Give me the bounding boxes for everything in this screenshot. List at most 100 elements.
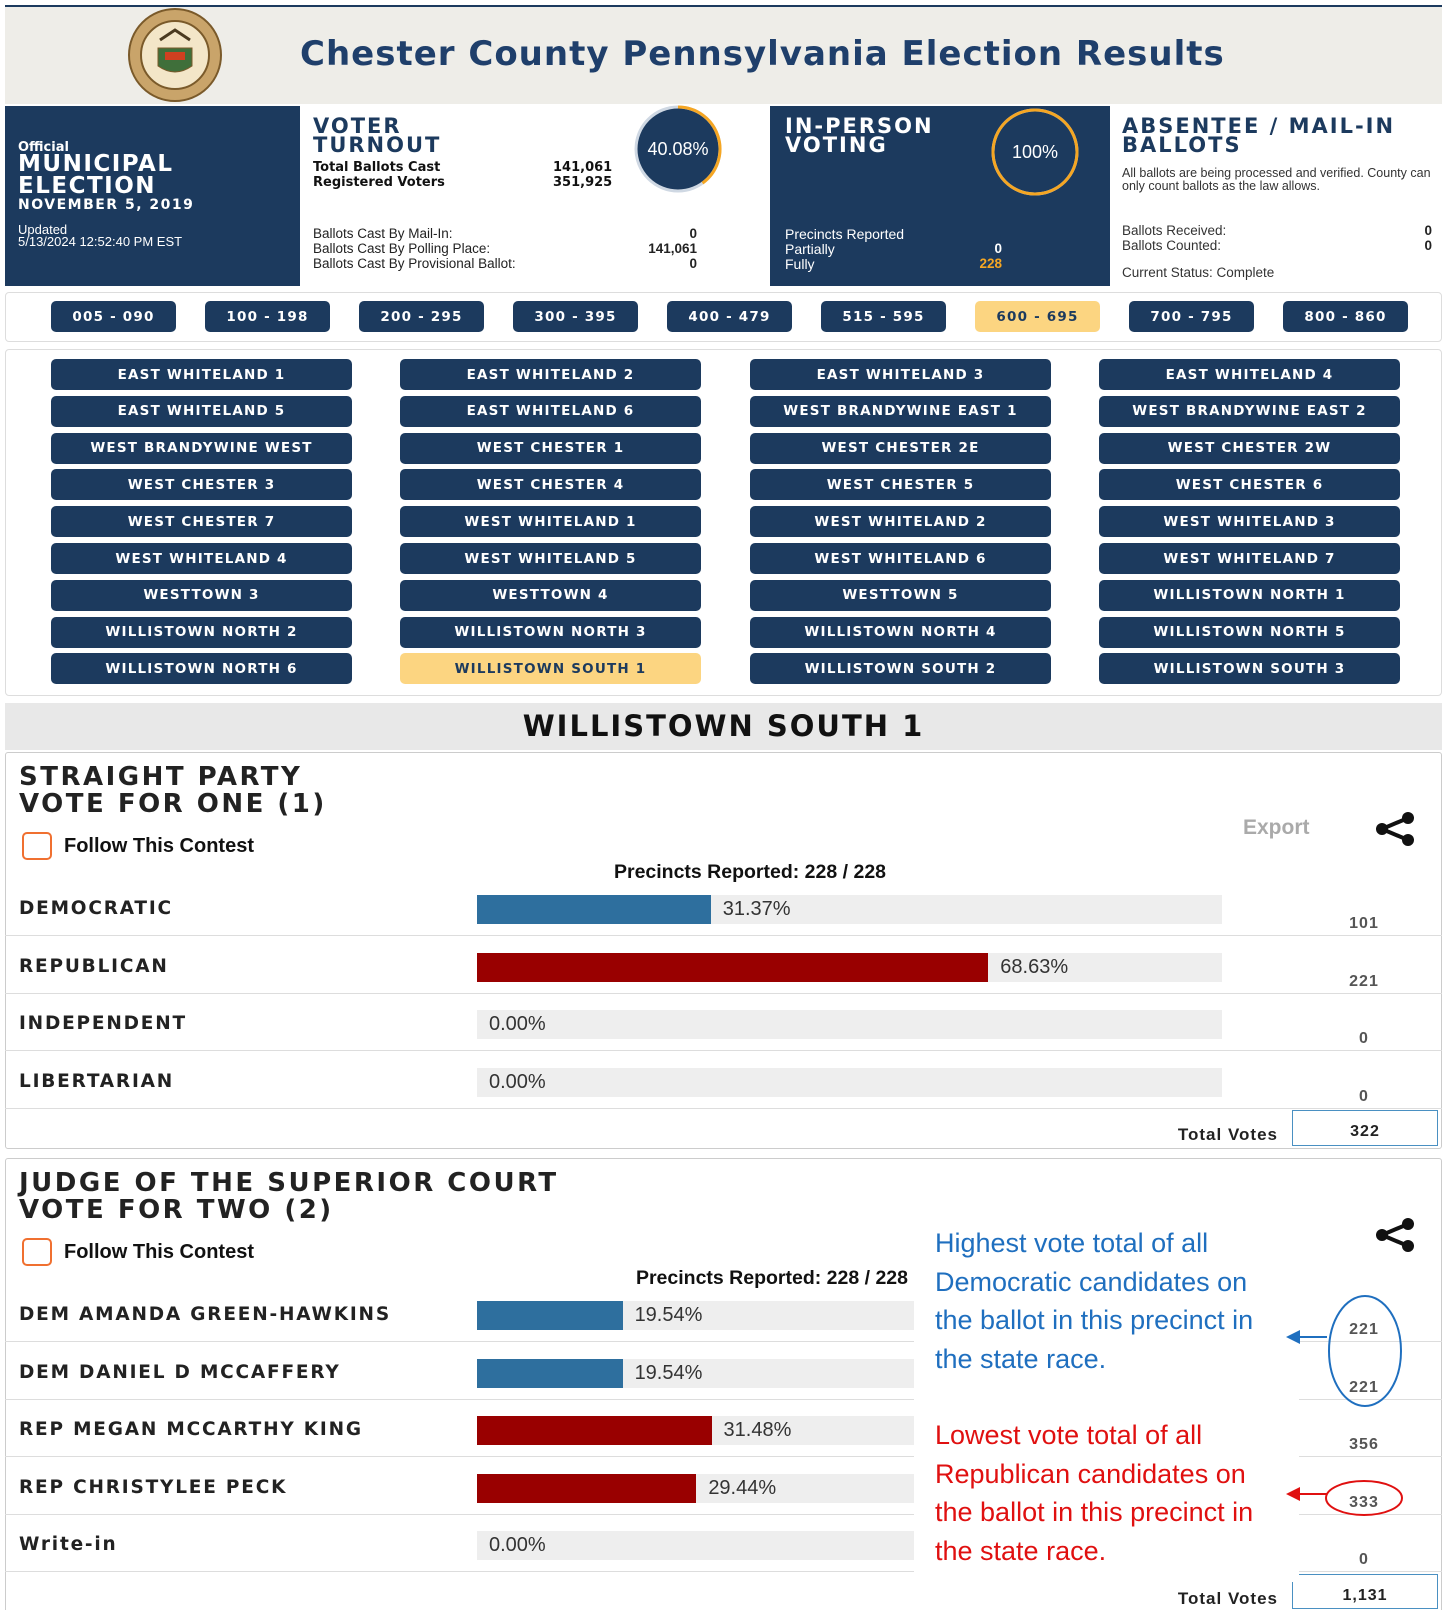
precinct-button[interactable]: EAST WHITELAND 6 bbox=[400, 395, 701, 427]
vote-bar bbox=[477, 952, 989, 982]
precinct-button[interactable]: WESTTOWN 4 bbox=[400, 579, 701, 611]
precinct-button[interactable]: WILLISTOWN SOUTH 2 bbox=[750, 653, 1051, 685]
precinct-button[interactable]: WILLISTOWN NORTH 2 bbox=[51, 616, 352, 648]
absentee-detail-value: 0 bbox=[1424, 238, 1432, 253]
precinct-button[interactable]: WEST BRANDYWINE EAST 2 bbox=[1099, 395, 1400, 427]
precinct-button[interactable]: WEST CHESTER 1 bbox=[400, 432, 701, 464]
vote-count: 221 bbox=[1349, 1378, 1379, 1396]
contest-vote-for: VOTE FOR TWO (2) bbox=[19, 1195, 334, 1225]
turnout-title: VOTER TURNOUT bbox=[313, 114, 442, 157]
precinct-button[interactable]: WILLISTOWN NORTH 5 bbox=[1099, 616, 1400, 648]
official-label: Official bbox=[18, 140, 69, 155]
follow-checkbox[interactable] bbox=[22, 832, 52, 860]
precinct-button[interactable]: WEST BRANDYWINE WEST bbox=[51, 432, 352, 464]
precinct-button[interactable]: EAST WHITELAND 4 bbox=[1099, 359, 1400, 390]
percent-label: 0.00% bbox=[489, 1013, 546, 1035]
range-button[interactable]: 300 - 395 bbox=[513, 301, 638, 332]
precinct-button[interactable]: WILLISTOWN SOUTH 1 bbox=[400, 653, 701, 685]
export-link[interactable]: Export bbox=[1243, 816, 1310, 839]
reported-detail-value: 0 bbox=[994, 241, 1002, 256]
range-button[interactable]: 600 - 695 bbox=[975, 301, 1100, 332]
percent-label: 68.63% bbox=[1000, 955, 1069, 978]
turnout-detail-value: 0 bbox=[689, 256, 697, 271]
vote-bar bbox=[477, 1416, 712, 1445]
row-separator bbox=[5, 1107, 1442, 1109]
precinct-button[interactable]: WEST CHESTER 7 bbox=[51, 506, 352, 538]
bar-track bbox=[477, 1067, 1222, 1097]
precinct-button[interactable]: WILLISTOWN NORTH 3 bbox=[400, 616, 701, 648]
range-button[interactable]: 800 - 860 bbox=[1283, 301, 1408, 332]
range-button[interactable]: 100 - 198 bbox=[205, 301, 330, 332]
annotation-line: the state race. bbox=[935, 1343, 1107, 1374]
candidate-name: REPUBLICAN bbox=[19, 955, 169, 977]
vote-bar bbox=[477, 1473, 697, 1503]
precinct-button[interactable]: WEST CHESTER 2W bbox=[1099, 432, 1400, 464]
precincts-reported: Precincts Reported: 228 / 228 bbox=[613, 861, 887, 883]
annotation-line: Democratic candidates on bbox=[935, 1266, 1248, 1297]
percent-label: 0.00% bbox=[489, 1534, 546, 1556]
precinct-button[interactable]: EAST WHITELAND 3 bbox=[750, 359, 1051, 390]
precinct-button[interactable]: WILLISTOWN NORTH 6 bbox=[51, 653, 352, 685]
annotation-line: the ballot in this precinct in bbox=[935, 1305, 1254, 1335]
precinct-button[interactable]: WEST BRANDYWINE EAST 1 bbox=[750, 395, 1051, 427]
precinct-button[interactable]: WEST WHITELAND 5 bbox=[400, 543, 701, 574]
annotation-cover bbox=[914, 1232, 1299, 1582]
absentee-detail-label: Ballots Counted: bbox=[1122, 238, 1222, 253]
vote-count: 0 bbox=[1359, 1551, 1369, 1568]
precinct-button[interactable]: WESTTOWN 3 bbox=[51, 579, 352, 611]
precinct-button[interactable]: WEST CHESTER 4 bbox=[400, 469, 701, 501]
row-separator bbox=[5, 1398, 1442, 1400]
contest-title: STRAIGHT PARTY bbox=[19, 762, 303, 792]
vote-bar bbox=[477, 1301, 623, 1330]
turnout-detail-label: Ballots Cast By Mail-In: bbox=[313, 226, 453, 241]
precinct-button[interactable]: WEST CHESTER 6 bbox=[1099, 469, 1400, 501]
candidate-name: REP CHRISTYLEE PECK bbox=[19, 1476, 288, 1498]
precinct-button[interactable]: EAST WHITELAND 2 bbox=[400, 359, 701, 390]
absentee-detail-label: Ballots Received: bbox=[1122, 223, 1227, 238]
precinct-button[interactable]: WEST WHITELAND 7 bbox=[1099, 543, 1400, 574]
turnout-stat-value: 351,925 bbox=[553, 175, 613, 190]
annotation-line: the state race. bbox=[935, 1535, 1107, 1566]
precinct-button[interactable]: WEST WHITELAND 3 bbox=[1099, 506, 1400, 538]
precinct-button[interactable]: WEST CHESTER 2E bbox=[750, 432, 1051, 464]
candidate-name: DEM AMANDA GREEN-HAWKINS bbox=[19, 1304, 391, 1325]
total-label: Total Votes bbox=[1177, 1588, 1278, 1608]
precinct-button[interactable]: WEST WHITELAND 6 bbox=[750, 543, 1051, 574]
precinct-button[interactable]: EAST WHITELAND 5 bbox=[51, 395, 352, 427]
precinct-button[interactable]: WEST WHITELAND 2 bbox=[750, 506, 1051, 538]
range-button[interactable]: 400 - 479 bbox=[667, 301, 792, 332]
precinct-button[interactable]: WEST CHESTER 5 bbox=[750, 469, 1051, 501]
range-button[interactable]: 515 - 595 bbox=[821, 301, 946, 332]
follow-checkbox[interactable] bbox=[22, 1238, 52, 1266]
annotation-line: Lowest vote total of all bbox=[935, 1420, 1203, 1450]
absentee-panel bbox=[1110, 106, 1442, 286]
precinct-button[interactable]: WEST CHESTER 3 bbox=[51, 469, 352, 501]
county-seal bbox=[128, 8, 222, 102]
vote-count: 356 bbox=[1349, 1436, 1379, 1453]
election-name: MUNICIPAL ELECTION bbox=[18, 151, 174, 199]
range-button[interactable]: 700 - 795 bbox=[1129, 301, 1254, 332]
percent-label: 31.37% bbox=[722, 898, 791, 920]
precinct-button[interactable]: WEST WHITELAND 4 bbox=[51, 543, 352, 574]
election-date: NOVEMBER 5, 2019 bbox=[18, 197, 195, 213]
range-bar bbox=[5, 292, 1442, 342]
precinct-button[interactable]: WESTTOWN 5 bbox=[750, 579, 1051, 611]
precinct-button[interactable]: WILLISTOWN NORTH 1 bbox=[1099, 579, 1400, 611]
precincts-reported: Precincts Reported: 228 / 228 bbox=[635, 1267, 908, 1289]
vote-count: 101 bbox=[1349, 915, 1379, 932]
precinct-button[interactable]: WILLISTOWN SOUTH 3 bbox=[1099, 653, 1400, 685]
vote-count: 0 bbox=[1359, 1030, 1369, 1047]
row-separator bbox=[5, 935, 1442, 936]
precinct-button[interactable]: WEST WHITELAND 1 bbox=[400, 506, 701, 538]
contest-card bbox=[5, 752, 1442, 1149]
turnout-stat-label: Registered Voters bbox=[313, 175, 445, 190]
precinct-button[interactable]: EAST WHITELAND 1 bbox=[51, 359, 352, 390]
range-button[interactable]: 005 - 090 bbox=[51, 301, 176, 332]
turnout-stat-value: 141,061 bbox=[553, 160, 613, 175]
precinct-button[interactable]: WILLISTOWN NORTH 4 bbox=[750, 616, 1051, 648]
candidate-name: INDEPENDENT bbox=[19, 1013, 187, 1034]
range-button[interactable]: 200 - 295 bbox=[359, 301, 484, 332]
in-person-title: IN-PERSON VOTING bbox=[785, 114, 934, 157]
total-label: Total Votes bbox=[1177, 1125, 1278, 1144]
